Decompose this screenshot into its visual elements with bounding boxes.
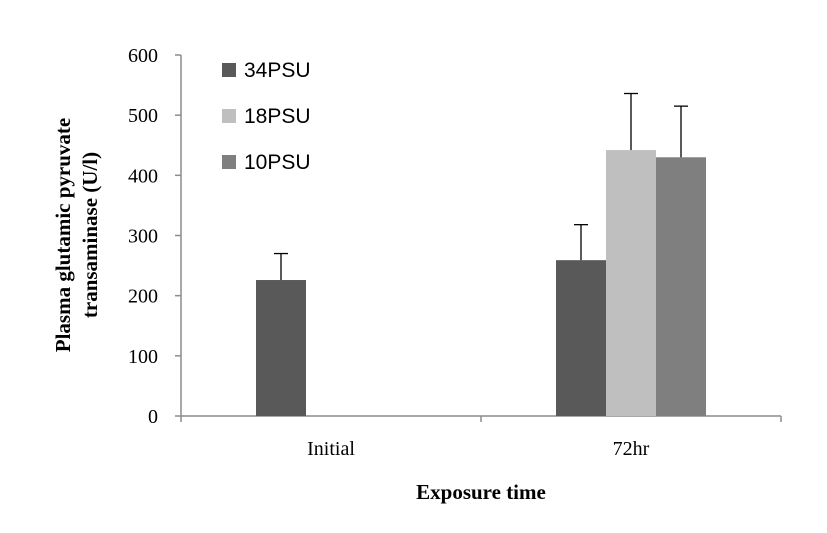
legend-label-10PSU: 10PSU	[244, 151, 311, 174]
y-axis-title-line-1: Plasma glutamic pyruvate	[51, 118, 75, 352]
bar-10PSU-72hr	[656, 157, 706, 417]
bar-34PSU-72hr	[556, 260, 606, 416]
legend-label-34PSU: 34PSU	[244, 59, 311, 82]
x-axis-title: Exposure time	[416, 480, 546, 504]
error-bars	[274, 92, 688, 281]
y-tick-label: 100	[128, 346, 158, 368]
x-category-label: 72hr	[613, 438, 650, 460]
y-tick-label: 200	[128, 286, 158, 308]
y-tick-label: 400	[128, 165, 158, 187]
y-tick-label: 600	[128, 45, 158, 67]
y-tick-label: 300	[128, 226, 158, 248]
x-category-labels: Initial 72hr	[307, 438, 650, 460]
x-category-label: Initial	[307, 438, 355, 460]
legend-label-18PSU: 18PSU	[244, 105, 311, 128]
legend-swatch-10PSU	[222, 155, 236, 169]
legend: 34PSU 18PSU 10PSU	[222, 59, 311, 174]
legend-swatch-18PSU	[222, 109, 236, 123]
y-tick-label: 0	[148, 406, 158, 428]
legend-swatch-34PSU	[222, 63, 236, 77]
y-tick-labels: 0 100 200 300 400 500 600	[128, 45, 158, 428]
y-axis-title-line-2: transaminase (U/l)	[78, 152, 102, 318]
bar-18PSU-72hr	[606, 150, 656, 416]
y-axis-title: Plasma glutamic pyruvate transaminase (U…	[51, 118, 102, 352]
bar-34PSU-Initial	[256, 280, 306, 416]
bars	[256, 150, 706, 417]
y-tick-label: 500	[128, 105, 158, 127]
